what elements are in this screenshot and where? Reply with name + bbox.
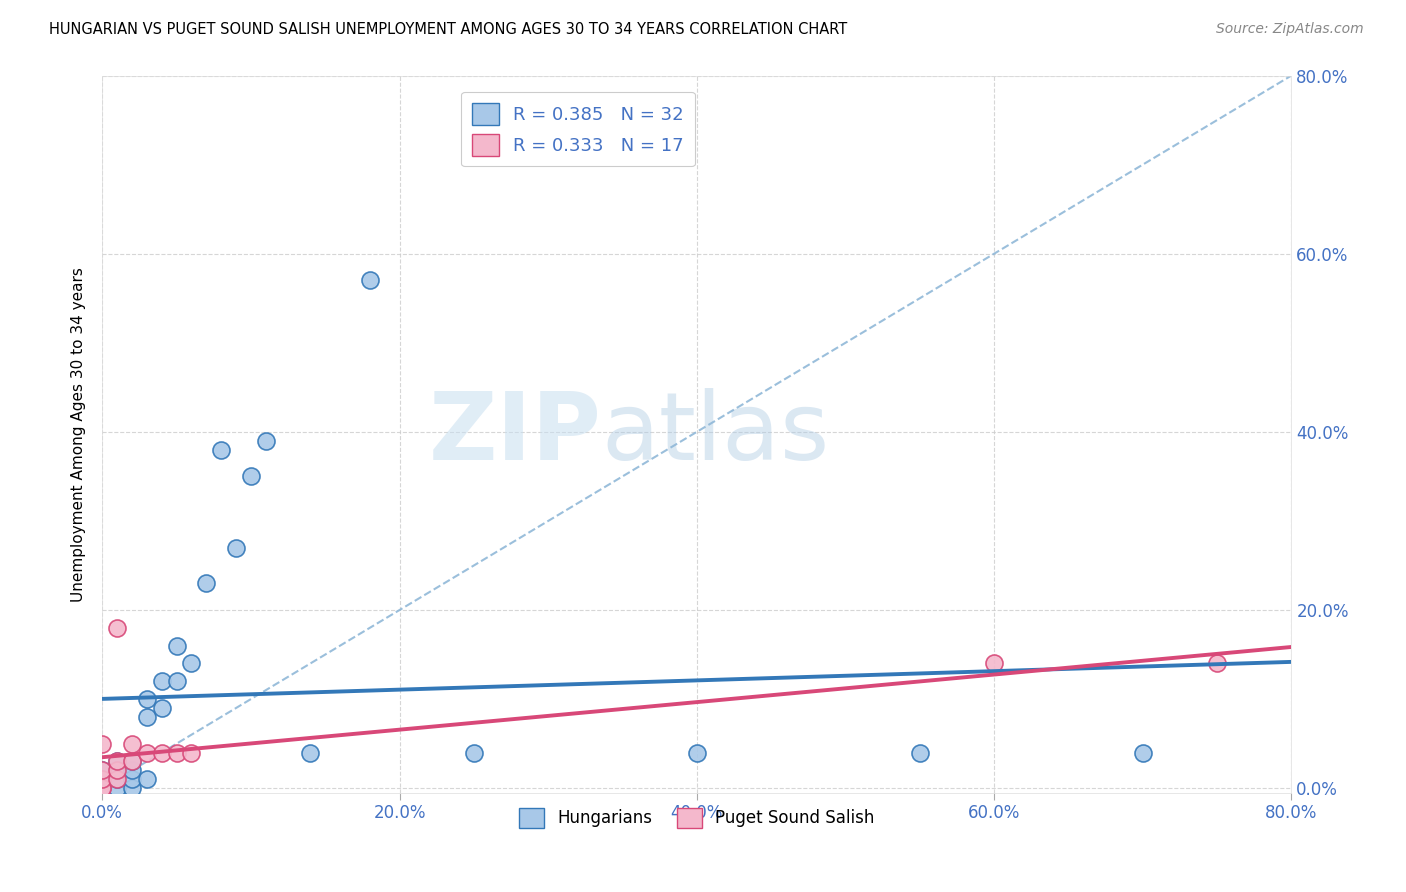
Point [299, 746, 322, 760]
Point [91, 781, 114, 796]
Point [105, 621, 128, 635]
Point [91, 772, 114, 787]
Text: ZIP: ZIP [429, 388, 602, 480]
Point [91, 781, 114, 796]
Legend: Hungarians, Puget Sound Salish: Hungarians, Puget Sound Salish [512, 801, 882, 835]
Point [225, 541, 247, 555]
Point [150, 701, 173, 715]
Point [121, 772, 143, 787]
Point [983, 657, 1005, 671]
Point [209, 442, 232, 457]
Point [121, 755, 143, 769]
Point [105, 764, 128, 778]
Point [150, 674, 173, 689]
Point [105, 781, 128, 796]
Point [239, 469, 262, 483]
Point [121, 755, 143, 769]
Point [195, 576, 218, 591]
Text: HUNGARIAN VS PUGET SOUND SALISH UNEMPLOYMENT AMONG AGES 30 TO 34 YEARS CORRELATI: HUNGARIAN VS PUGET SOUND SALISH UNEMPLOY… [49, 22, 848, 37]
Point [908, 746, 931, 760]
Point [91, 764, 114, 778]
Point [91, 737, 114, 751]
Point [105, 755, 128, 769]
Y-axis label: Unemployment Among Ages 30 to 34 years: Unemployment Among Ages 30 to 34 years [72, 267, 86, 601]
Point [359, 273, 381, 287]
Point [135, 746, 157, 760]
Point [254, 434, 277, 448]
Point [105, 772, 128, 787]
Point [91, 764, 114, 778]
Point [686, 746, 709, 760]
Point [166, 639, 188, 653]
Point [1206, 657, 1229, 671]
Point [166, 674, 188, 689]
Point [91, 781, 114, 796]
Point [463, 746, 485, 760]
Point [121, 764, 143, 778]
Text: atlas: atlas [602, 388, 830, 480]
Point [105, 772, 128, 787]
Point [91, 772, 114, 787]
Point [135, 772, 157, 787]
Point [180, 657, 202, 671]
Point [180, 746, 202, 760]
Point [135, 710, 157, 724]
Point [150, 746, 173, 760]
Point [105, 755, 128, 769]
Point [166, 746, 188, 760]
Point [91, 781, 114, 796]
Point [121, 781, 143, 796]
Point [105, 764, 128, 778]
Point [135, 692, 157, 706]
Point [1132, 746, 1154, 760]
Point [121, 737, 143, 751]
Point [91, 772, 114, 787]
Text: Source: ZipAtlas.com: Source: ZipAtlas.com [1216, 22, 1364, 37]
